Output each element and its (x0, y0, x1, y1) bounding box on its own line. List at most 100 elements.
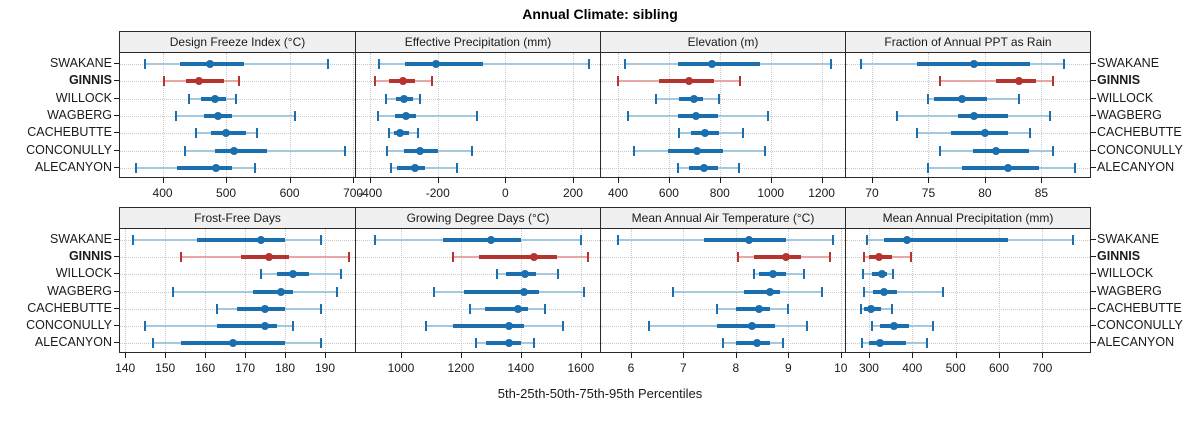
whisker-cap-high (340, 269, 342, 280)
panel-strip: Mean Annual Air Temperature (°C) (600, 207, 846, 229)
gridline-horizontal (120, 274, 355, 276)
median-dot (194, 77, 203, 86)
whisker-cap-high (557, 269, 560, 280)
iqr-line-25-75 (253, 289, 294, 294)
station-label-right: CACHEBUTTE (1097, 300, 1182, 315)
x-axis-tick (984, 178, 986, 183)
x-axis-tick (735, 353, 737, 358)
whisker-cap-high (416, 128, 419, 139)
x-axis-tick (289, 178, 291, 183)
iqr-line-25-75 (678, 62, 760, 67)
median-dot (265, 252, 274, 261)
panel-strip: Fraction of Annual PPT as Rain (845, 31, 1091, 53)
panel-title: Design Freeze Index (°C) (169, 35, 306, 49)
whisker-cap-high (254, 162, 257, 173)
whisker-cap-high (717, 93, 720, 104)
station-label-right: GINNIS (1097, 248, 1141, 263)
gridline-vertical (572, 53, 574, 177)
whisker-cap-high (1063, 59, 1066, 70)
x-axis-tick (205, 353, 207, 358)
whisker-cap-low (374, 76, 377, 87)
median-dot (689, 94, 698, 103)
x-axis-tick-label: 700 (1032, 361, 1053, 375)
whisker-cap-low (216, 303, 219, 314)
whisker-cap-high (803, 269, 806, 280)
x-axis-tick (683, 353, 685, 358)
x-axis-tick-label: 500 (945, 361, 966, 375)
whisker-cap-high (320, 234, 323, 245)
median-dot (289, 270, 298, 279)
median-dot (768, 270, 777, 279)
gridline-vertical (955, 229, 957, 352)
x-axis-tick (770, 178, 772, 183)
whisker-cap-high (926, 338, 929, 349)
y-axis-tick (1091, 166, 1096, 168)
whisker-cap-low (195, 128, 198, 139)
x-axis-tick-label: 7 (680, 361, 687, 375)
gridline-horizontal (356, 133, 600, 135)
gridline-vertical (165, 229, 167, 352)
median-dot (699, 163, 708, 172)
range-line-5-95 (379, 63, 590, 66)
x-axis-tick-label: 600 (279, 186, 300, 200)
whisker-cap-low (617, 76, 620, 87)
whisker-cap-high (830, 59, 833, 70)
x-axis-tick-label: 70 (865, 186, 879, 200)
whisker-cap-low (938, 76, 941, 87)
whisker-cap-low (260, 269, 263, 280)
whisker-cap-low (385, 93, 388, 104)
y-axis-tick (1091, 97, 1096, 99)
whisker-cap-high (1017, 93, 1020, 104)
whisker-cap-high (739, 76, 742, 87)
iqr-line-25-75 (735, 306, 770, 311)
median-dot (752, 339, 761, 348)
gridline-horizontal (356, 274, 600, 276)
x-axis-tick (998, 353, 1000, 358)
median-dot (781, 252, 790, 261)
whisker-cap-low (452, 251, 455, 262)
x-axis-tick-label: 80 (978, 186, 992, 200)
y-axis-tick (1091, 115, 1096, 116)
x-axis-tick-label: 150 (155, 361, 176, 375)
whisker-cap-high (348, 251, 350, 262)
whisker-cap-high (344, 145, 347, 156)
whisker-cap-low (468, 303, 471, 314)
station-label-right: SWAKANE (1097, 56, 1160, 71)
x-axis-tick-label: 400 (152, 186, 173, 200)
median-dot (890, 322, 899, 331)
median-dot (398, 77, 407, 86)
gridline-vertical (125, 229, 127, 352)
x-axis-tick-label: 200 (562, 186, 583, 200)
x-axis-tick (719, 178, 721, 183)
median-dot (513, 304, 522, 313)
whisker-cap-low (865, 234, 868, 245)
x-axis-tick-label: 170 (235, 361, 256, 375)
whisker-cap-low (862, 269, 865, 280)
gridline-vertical (400, 229, 402, 352)
whisker-cap-low (374, 234, 377, 245)
gridline-horizontal (356, 81, 600, 83)
station-label-left: ALECANYON (34, 159, 112, 174)
whisker-cap-low (386, 145, 389, 156)
iqr-line-25-75 (478, 254, 557, 259)
gridline-vertical (370, 53, 372, 177)
median-dot (486, 235, 495, 244)
whisker-cap-high (1074, 162, 1077, 173)
station-label-right: WAGBERG (1097, 108, 1162, 122)
y-axis-tick (1091, 307, 1096, 309)
x-axis-tick-label: 400 (608, 186, 629, 200)
range-line-5-95 (377, 115, 478, 117)
median-dot (504, 322, 513, 331)
percentile-caption: 5th-25th-50th-75th-95th Percentiles (497, 386, 703, 401)
y-axis-tick (114, 273, 119, 275)
whisker-cap-low (859, 59, 862, 70)
x-axis-tick-label: 6 (627, 361, 635, 375)
panel-title: Fraction of Annual PPT as Rain (884, 35, 1052, 49)
gridline-horizontal (120, 98, 355, 100)
y-axis-tick (1091, 325, 1096, 327)
median-dot (980, 129, 989, 138)
panel-plot (600, 52, 846, 178)
median-dot (396, 129, 405, 138)
whisker-cap-low (624, 59, 627, 70)
x-axis-tick-label: 75 (921, 186, 936, 200)
